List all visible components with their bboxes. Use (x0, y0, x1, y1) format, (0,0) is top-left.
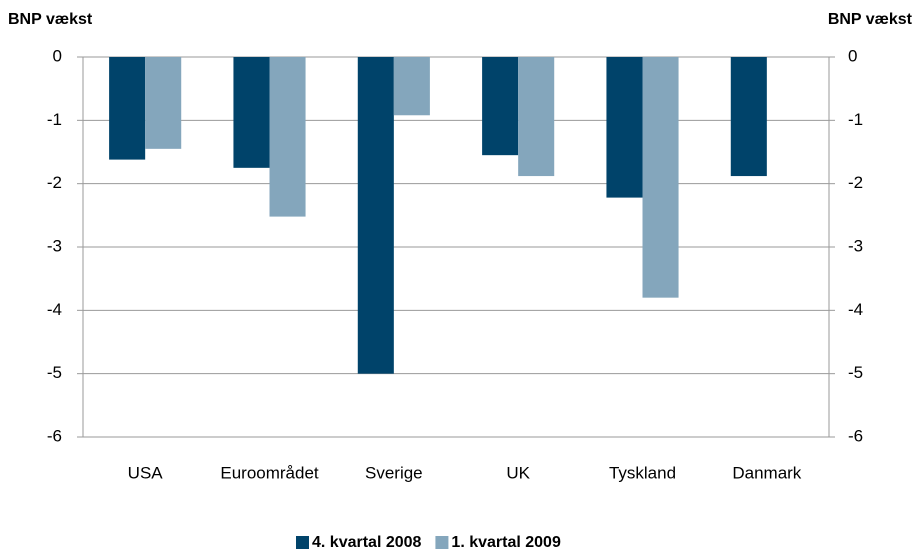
bar (393, 57, 430, 116)
bar (145, 57, 182, 149)
bar (109, 57, 146, 160)
y2-tick-label: -2 (848, 173, 863, 192)
y2-axis-label: BNP vækst (828, 11, 913, 28)
x-tick-label: Tyskland (609, 463, 676, 482)
y-tick-label: -5 (47, 363, 62, 382)
bar (730, 57, 767, 177)
bar (357, 57, 394, 374)
y-tick-label: -3 (47, 236, 62, 255)
y-tick-label: 0 (53, 46, 62, 65)
bar (233, 57, 270, 168)
y-axis-label: BNP vækst (8, 11, 93, 28)
legend-label: 4. kvartal 2008 (312, 534, 422, 551)
y2-tick-label: -5 (848, 363, 863, 382)
bar (606, 57, 643, 198)
x-tick-label: UK (506, 463, 530, 482)
bar (518, 57, 555, 177)
bar (642, 57, 679, 298)
bar (269, 57, 306, 217)
y2-tick-label: -1 (848, 110, 863, 129)
legend-label: 1. kvartal 2009 (451, 534, 561, 551)
y-tick-label: -2 (47, 173, 62, 192)
x-tick-label: Euroområdet (220, 463, 319, 482)
y2-tick-label: 0 (848, 46, 857, 65)
x-tick-label: USA (128, 463, 164, 482)
y2-tick-label: -4 (848, 300, 863, 319)
bar (482, 57, 519, 156)
y-tick-label: -6 (47, 426, 62, 445)
y-tick-label: -1 (47, 110, 62, 129)
y2-tick-label: -6 (848, 426, 863, 445)
x-tick-label: Sverige (365, 463, 423, 482)
y-tick-label: -4 (47, 300, 62, 319)
legend-swatch (296, 536, 309, 549)
x-tick-label: Danmark (732, 463, 801, 482)
legend-swatch (435, 536, 449, 549)
y2-tick-label: -3 (848, 236, 863, 255)
